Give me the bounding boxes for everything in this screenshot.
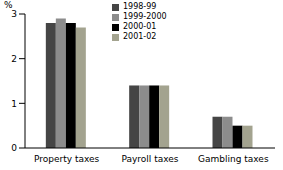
svg-text:Gambling taxes: Gambling taxes <box>198 154 269 164</box>
svg-text:Payroll taxes: Payroll taxes <box>121 154 178 164</box>
html-text:2001-02: 2001-02 <box>123 32 157 41</box>
html-text:2000-01: 2000-01 <box>123 22 157 31</box>
svg-text:2: 2 <box>11 54 17 64</box>
svg-text:3: 3 <box>11 9 17 19</box>
html-text:1999-2000: 1999-2000 <box>123 12 167 21</box>
svg-text:0: 0 <box>11 143 17 153</box>
svg-text:1: 1 <box>11 99 17 109</box>
svg-text:Property taxes: Property taxes <box>34 154 100 164</box>
html-text:1998-99: 1998-99 <box>123 2 157 11</box>
